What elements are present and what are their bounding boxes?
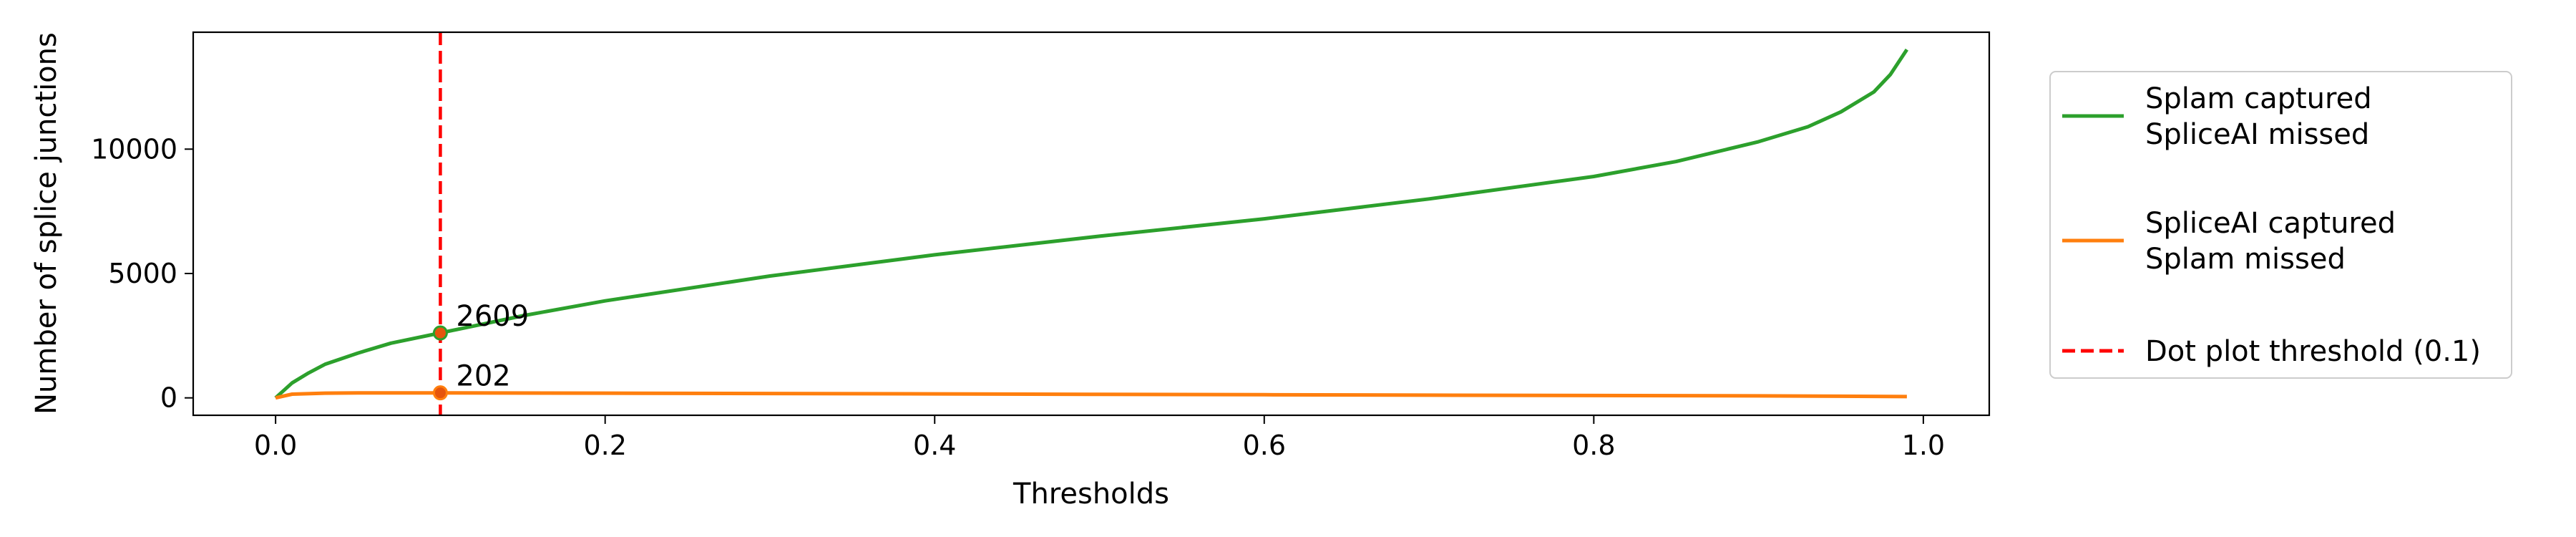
x-tick-label: 0.4 bbox=[913, 430, 956, 461]
x-tick-label: 0.6 bbox=[1243, 430, 1286, 461]
x-axis-label: Thresholds bbox=[1013, 478, 1169, 511]
data-layer: 2609 202 bbox=[274, 32, 1908, 415]
legend-frame bbox=[2049, 71, 2512, 379]
annotation-marker bbox=[432, 325, 448, 341]
legend-label-line: Splam missed bbox=[2145, 243, 2346, 276]
axes-layer: 0.0 0.2 0.4 0.6 0.8 1.0 0 5000 10000 bbox=[91, 133, 1945, 461]
legend-label-line: SpliceAI captured bbox=[2145, 207, 2396, 240]
annotation-marker bbox=[432, 385, 448, 401]
x-tick-label: 0.8 bbox=[1572, 430, 1615, 461]
annotation-label: 202 bbox=[456, 360, 510, 393]
y-tick-label: 0 bbox=[160, 382, 177, 414]
legend-label-line: SpliceAI missed bbox=[2145, 118, 2369, 151]
legend-label: Splam captured SpliceAI missed bbox=[2145, 82, 2372, 151]
series-line-1 bbox=[275, 391, 1907, 400]
legend-label-line: Dot plot threshold (0.1) bbox=[2145, 335, 2481, 368]
annotation-label: 2609 bbox=[456, 300, 529, 333]
x-tick-label: 0.2 bbox=[583, 430, 626, 461]
legend-label: SpliceAI captured Splam missed bbox=[2145, 207, 2396, 276]
y-tick-label: 5000 bbox=[108, 258, 177, 289]
plot-area bbox=[193, 32, 1989, 415]
legend: Splam captured SpliceAI missed SpliceAI ca… bbox=[2049, 71, 2512, 379]
legend-label: Dot plot threshold (0.1) bbox=[2145, 335, 2481, 368]
series-line-0 bbox=[274, 48, 1908, 400]
plot-frame bbox=[192, 31, 1991, 417]
x-tick-label: 0.0 bbox=[254, 430, 297, 461]
y-tick-label: 10000 bbox=[91, 133, 177, 165]
y-axis-label: Number of splice junctions bbox=[30, 32, 63, 415]
legend-label-line: Splam captured bbox=[2145, 82, 2372, 115]
x-tick-label: 1.0 bbox=[1902, 430, 1945, 461]
